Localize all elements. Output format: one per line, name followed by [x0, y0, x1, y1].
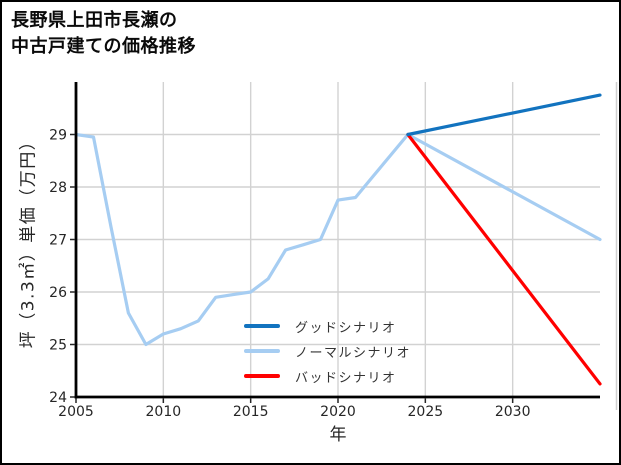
y-tick-label-25: 25	[49, 338, 67, 354]
legend-label-normal: ノーマルシナリオ	[295, 345, 412, 361]
x-axis-label: 年	[329, 425, 347, 445]
chart-title: 長野県上田市長瀬の 中古戸建ての価格推移	[11, 8, 196, 60]
series-line-good	[406, 93, 602, 137]
x-tick-label-2020: 2020	[320, 404, 356, 420]
legend-swatch-bad	[244, 374, 280, 378]
x-tick-label-2005: 2005	[58, 404, 94, 420]
legend: グッドシナリオ ノーマルシナリオ バッドシナリオ	[244, 317, 412, 386]
legend-item-bad: バッドシナリオ	[244, 367, 411, 386]
series-line-normal	[74, 132, 602, 347]
legend-label-bad: バッドシナリオ	[295, 370, 397, 386]
legend-swatch-normal	[244, 349, 280, 353]
x-tick-label-2030: 2030	[495, 404, 531, 420]
x-tick-label-2010: 2010	[146, 404, 182, 420]
x-tick-label-2025: 2025	[408, 404, 444, 420]
legend-label-good: グッドシナリオ	[295, 320, 397, 336]
y-tick-label-24: 24	[49, 390, 67, 406]
legend-item-normal: ノーマルシナリオ	[244, 342, 412, 361]
chart-title-line1: 長野県上田市長瀬の	[11, 10, 178, 31]
series-line-bad	[406, 132, 602, 386]
chart-title-line2: 中古戸建ての価格推移	[11, 36, 196, 57]
y-axis-label: 坪（3.3㎡）単価（万円）	[18, 131, 39, 349]
legend-item-good: グッドシナリオ	[244, 317, 411, 336]
y-tick-label-29: 29	[49, 128, 67, 144]
y-tick-label-28: 28	[49, 180, 67, 196]
y-tick-label-27: 27	[49, 233, 67, 249]
y-tick-label-26: 26	[49, 285, 67, 301]
legend-swatch-good	[244, 324, 280, 328]
x-tick-label-2015: 2015	[233, 404, 269, 420]
